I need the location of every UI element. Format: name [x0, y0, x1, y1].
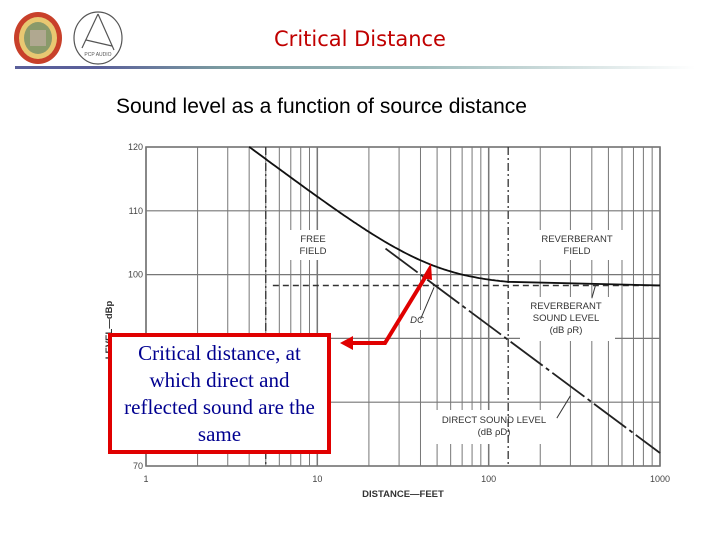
y-tick-label: 120 — [128, 142, 143, 152]
reverb-leader — [591, 285, 596, 299]
x-tick-label: 1000 — [650, 474, 670, 484]
title-divider — [15, 66, 695, 69]
reverberant-field-label: FIELD — [564, 246, 591, 257]
reverberant-level-label: (dB ρR) — [550, 325, 583, 336]
label-background — [530, 230, 625, 260]
reverberant-level-label: REVERBERANT — [530, 301, 601, 312]
label-background — [425, 410, 565, 444]
x-tick-label: 100 — [481, 474, 496, 484]
direct-leader — [556, 395, 571, 419]
x-tick-label: 1 — [143, 474, 148, 484]
slide-subtitle: Sound level as a function of source dist… — [116, 95, 527, 118]
reverberant-level-label: SOUND LEVEL — [533, 313, 600, 324]
free-field-label: FREE — [300, 234, 325, 245]
svg-text:PCP AUDIO: PCP AUDIO — [84, 52, 111, 58]
reverberant-field-label: REVERBERANT — [541, 234, 612, 245]
label-background — [520, 297, 615, 341]
y-tick-label: 110 — [129, 206, 143, 216]
x-tick-label: 10 — [312, 474, 322, 484]
dc-label: DC — [410, 315, 424, 326]
slide-title: Critical Distance — [274, 27, 446, 51]
free-field-label: FIELD — [300, 246, 327, 257]
total-sound-level-curve — [248, 146, 661, 287]
y-tick-label: 100 — [128, 270, 143, 280]
y-tick-label: 70 — [133, 461, 143, 471]
pcp-audio-academy-logo: PCP AUDIO — [73, 11, 123, 65]
label-background — [290, 230, 340, 260]
university-seal-logo — [14, 12, 62, 64]
critical-distance-callout: Critical distance, at which direct and r… — [108, 333, 331, 454]
x-axis-label: DISTANCE—FEET — [362, 489, 444, 500]
direct-sound-level-label: DIRECT SOUND LEVEL — [442, 415, 546, 426]
direct-sound-line — [384, 247, 661, 454]
direct-sound-level-label: (dB ρD) — [478, 427, 511, 438]
y-axis-label: LEVEL—dBp — [104, 301, 115, 360]
